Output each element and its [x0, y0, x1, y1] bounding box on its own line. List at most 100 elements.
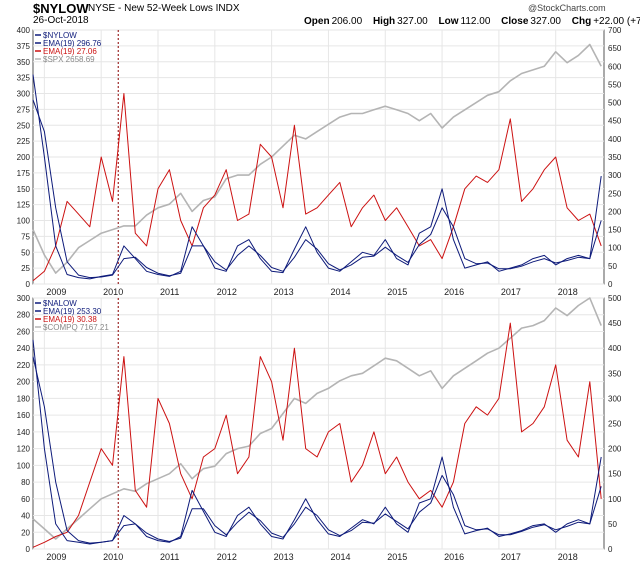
- series-line-2: [32, 93, 602, 282]
- right-tick-label: 150: [608, 226, 622, 235]
- left-tick-label: 60: [21, 495, 30, 504]
- series-line-2: [32, 322, 602, 548]
- x-tick-label: 2015: [387, 552, 407, 562]
- symbol-description: NYSE - New 52-Week Lows INDX: [88, 3, 240, 14]
- x-tick-label: 2018: [558, 287, 578, 297]
- x-tick-label: 2009: [46, 287, 66, 297]
- x-tick-label: 2014: [330, 552, 350, 562]
- legend-entry: $NYLOW: [43, 31, 77, 40]
- symbol-title: $NYLOW: [33, 1, 89, 16]
- close-label: Close: [501, 16, 529, 27]
- ohlc-summary: Open 206.00 High 327.00 Low 112.00 Close 327…: [304, 16, 640, 27]
- left-tick-label: 120: [17, 445, 31, 454]
- chg-value: +22.00 (+7.21%): [593, 16, 640, 27]
- right-tick-label: 450: [608, 319, 622, 328]
- x-tick-label: 2010: [103, 287, 123, 297]
- open-label: Open: [304, 16, 330, 27]
- x-tick-label: 2011: [160, 552, 179, 562]
- x-tick-label: 2009: [46, 552, 66, 562]
- left-tick-label: 275: [17, 105, 31, 114]
- right-tick-label: 300: [608, 171, 622, 180]
- high-label: High: [372, 16, 396, 27]
- series-line-3: [32, 43, 602, 274]
- legend-entry: $NALOW: [43, 299, 77, 308]
- x-tick-label: 2013: [274, 552, 294, 562]
- left-tick-label: 200: [17, 153, 31, 162]
- left-tick-label: 140: [17, 428, 31, 437]
- chart-panel-top: 0 25 50 75 100 125 150 175 200 225 250 275 300 325 350…: [17, 26, 622, 297]
- left-tick-label: 160: [17, 411, 31, 420]
- left-tick-label: 240: [17, 344, 31, 353]
- right-tick-label: 250: [608, 189, 622, 198]
- x-tick-label: 2017: [501, 287, 521, 297]
- legend-entry: EMA(19) 30.38: [43, 315, 97, 324]
- left-tick-label: 200: [17, 378, 31, 387]
- legend-entry: EMA(19) 296.76: [43, 39, 102, 48]
- left-tick-label: 150: [17, 185, 31, 194]
- x-tick-label: 2017: [501, 552, 521, 562]
- right-tick-label: 700: [608, 26, 622, 35]
- x-tick-label: 2018: [558, 552, 578, 562]
- left-tick-label: 280: [17, 311, 31, 320]
- chart-panel-bottom: 0 20 40 60 80 100 120 140 160 180 200 220 240 260 280 3…: [17, 294, 622, 562]
- left-tick-label: 25: [21, 264, 30, 273]
- high-value: 327.00: [397, 16, 428, 27]
- left-tick-label: 100: [17, 461, 31, 470]
- x-tick-label: 2015: [387, 287, 407, 297]
- right-tick-label: 200: [608, 445, 622, 454]
- legend-entry: $SPX 2658.69: [43, 55, 95, 64]
- right-tick-label: 650: [608, 44, 622, 53]
- left-tick-label: 0: [26, 545, 31, 554]
- right-tick-label: 250: [608, 420, 622, 429]
- left-tick-label: 100: [17, 217, 31, 226]
- chart-date: 26-Oct-2018: [33, 15, 89, 26]
- left-tick-label: 20: [21, 528, 30, 537]
- right-tick-label: 300: [608, 394, 622, 403]
- chart-header: $NYLOW NYSE - New 52-Week Lows INDX 26-O…: [0, 0, 640, 30]
- left-tick-label: 75: [21, 232, 30, 241]
- left-tick-label: 300: [17, 90, 31, 99]
- left-tick-label: 40: [21, 512, 30, 521]
- x-tick-label: 2012: [217, 287, 237, 297]
- x-tick-label: 2010: [103, 552, 123, 562]
- series-line-1: [32, 356, 602, 544]
- x-tick-label: 2013: [274, 287, 294, 297]
- x-tick-label: 2011: [160, 287, 179, 297]
- open-value: 206.00: [331, 16, 363, 27]
- left-tick-label: 250: [17, 121, 31, 130]
- left-tick-label: 125: [17, 201, 31, 210]
- left-tick-label: 260: [17, 327, 31, 336]
- chg-label: Chg: [571, 16, 592, 27]
- legend-entry: EMA(19) 27.06: [43, 47, 97, 56]
- left-tick-label: 220: [17, 361, 31, 370]
- x-tick-label: 2014: [330, 287, 350, 297]
- x-tick-label: 2012: [217, 552, 237, 562]
- right-tick-label: 0: [608, 545, 613, 554]
- x-tick-label: 2016: [444, 287, 464, 297]
- right-tick-label: 500: [608, 99, 622, 108]
- close-value: 327.00: [530, 16, 561, 27]
- left-tick-label: 225: [17, 137, 31, 146]
- left-tick-label: 375: [17, 42, 31, 51]
- right-tick-label: 200: [608, 207, 622, 216]
- right-tick-label: 500: [608, 294, 622, 303]
- right-tick-label: 100: [608, 495, 622, 504]
- left-tick-label: 50: [21, 248, 30, 257]
- series-line-1: [32, 99, 602, 279]
- low-value: 112.00: [460, 16, 491, 27]
- right-tick-label: 150: [608, 470, 622, 479]
- left-tick-label: 300: [17, 294, 31, 303]
- right-tick-label: 400: [608, 135, 622, 144]
- left-tick-label: 175: [17, 169, 31, 178]
- right-tick-label: 0: [608, 280, 613, 289]
- right-tick-label: 600: [608, 62, 622, 71]
- left-tick-label: 180: [17, 394, 31, 403]
- right-tick-label: 100: [608, 244, 622, 253]
- left-tick-label: 325: [17, 74, 31, 83]
- left-tick-label: 350: [17, 58, 31, 67]
- right-tick-label: 350: [608, 153, 622, 162]
- left-tick-label: 80: [21, 478, 30, 487]
